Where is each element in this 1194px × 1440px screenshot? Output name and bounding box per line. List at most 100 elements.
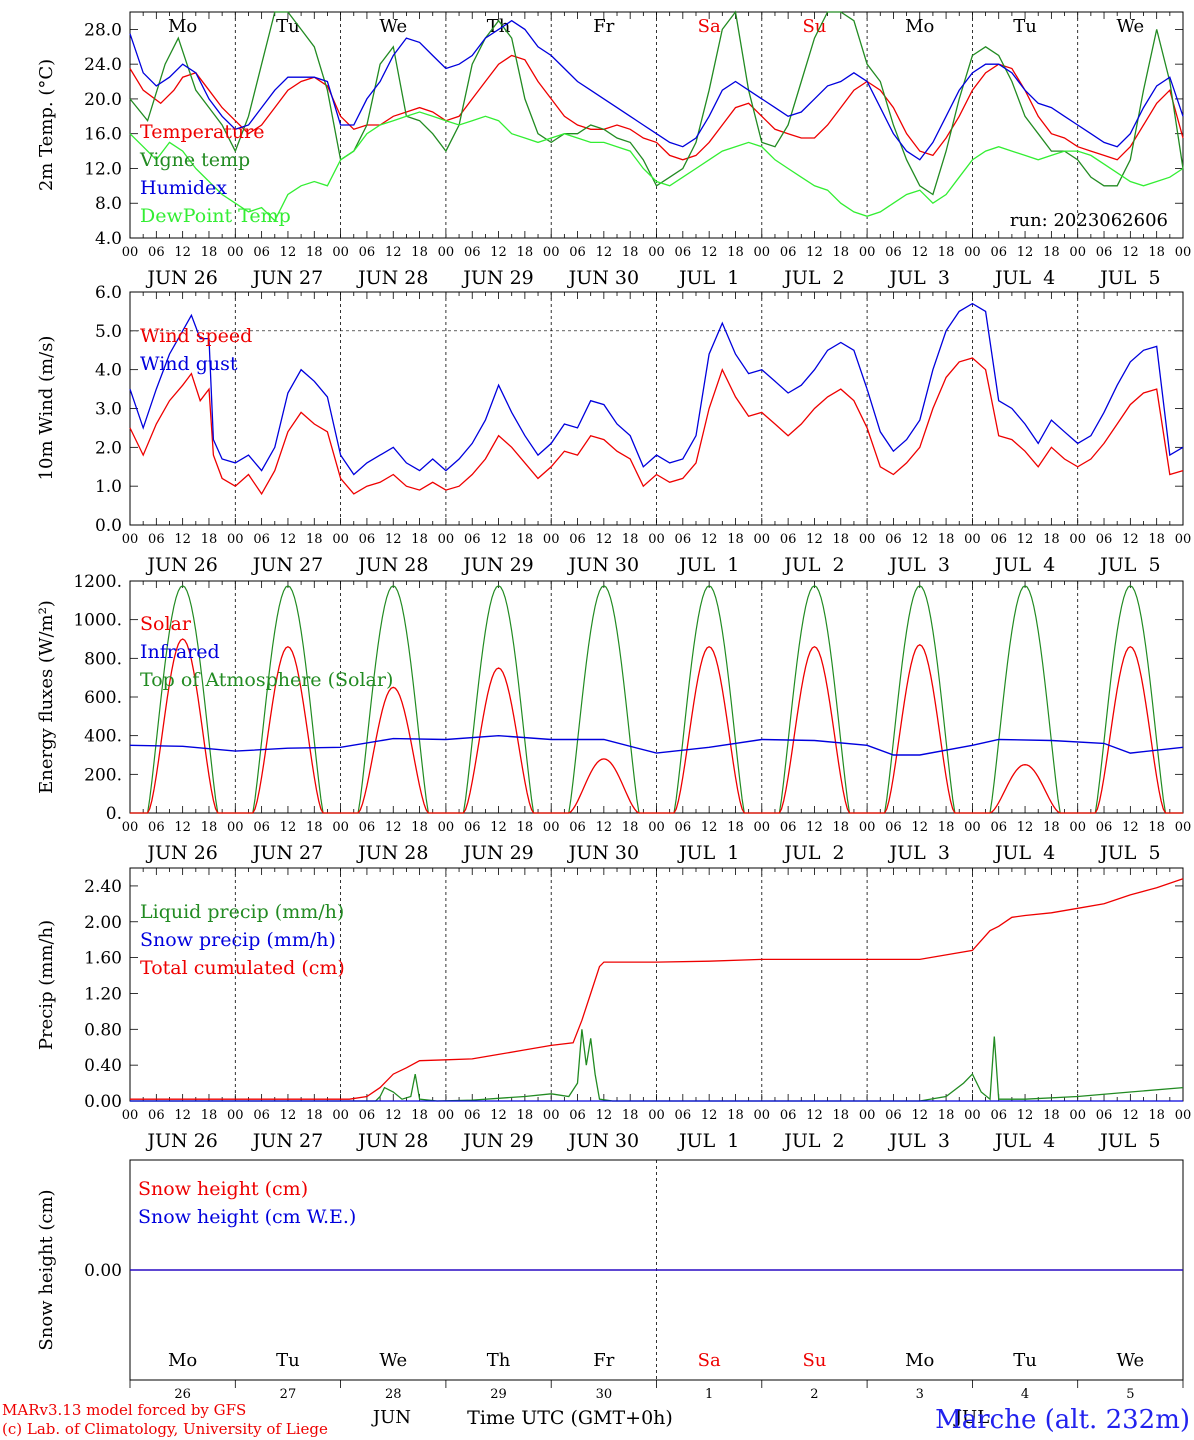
y-tick-label: 6.0	[95, 283, 122, 303]
hour-tick-label: 18	[1043, 820, 1060, 835]
hour-tick-label: 06	[885, 245, 902, 260]
series-line-dewpoint-temp	[129, 111, 1184, 222]
hour-tick-label: 18	[1148, 820, 1165, 835]
weekday-label: Mo	[905, 1350, 934, 1371]
hour-tick-label: 12	[596, 820, 613, 835]
day-number-label: 4	[1021, 1387, 1029, 1402]
hour-tick-label: 00	[1175, 532, 1192, 547]
date-label: JUN 30	[567, 554, 639, 576]
hour-tick-label: 00	[859, 245, 876, 260]
hour-tick-label: 06	[359, 532, 376, 547]
hour-tick-label: 12	[280, 532, 297, 547]
legend-entry: Liquid precip (mm/h)	[140, 901, 344, 923]
hour-tick-label: 12	[596, 1108, 613, 1123]
hour-tick-label: 06	[359, 820, 376, 835]
hour-tick-label: 18	[517, 820, 534, 835]
hour-tick-label: 00	[122, 532, 139, 547]
hour-tick-label: 00	[438, 820, 455, 835]
weekday-label: Su	[802, 1350, 826, 1371]
y-tick-label: 12.0	[84, 159, 122, 179]
hour-tick-label: 18	[306, 532, 323, 547]
weekday-label: Tu	[1013, 16, 1037, 37]
weekday-label: Mo	[168, 16, 197, 37]
hour-tick-label: 18	[727, 245, 744, 260]
hour-tick-label: 00	[1069, 1108, 1086, 1123]
hour-tick-label: 06	[253, 820, 270, 835]
hour-tick-label: 12	[490, 1108, 507, 1123]
series-line-wind-gust	[129, 302, 1184, 476]
y-tick-label: 2.00	[84, 913, 122, 933]
hour-tick-label: 06	[1096, 1108, 1113, 1123]
hour-tick-label: 00	[438, 1108, 455, 1123]
date-label: JUL 1	[677, 267, 739, 289]
y-tick-label: 24.0	[84, 55, 122, 75]
hour-tick-label: 12	[911, 532, 928, 547]
y-tick-label: 16.0	[84, 125, 122, 145]
hour-tick-label: 00	[1069, 532, 1086, 547]
run-annotation: run: 2023062606	[1010, 210, 1168, 231]
legend-entry: Snow precip (mm/h)	[140, 929, 336, 951]
hour-tick-label: 00	[1069, 245, 1086, 260]
hour-tick-label: 18	[1043, 1108, 1060, 1123]
hour-tick-label: 06	[464, 532, 481, 547]
date-label: JUN 27	[251, 842, 323, 864]
series-line-liquid-precip-mm-h-	[130, 1029, 1184, 1102]
y-tick-label: 0.00	[84, 1261, 122, 1281]
hour-tick-label: 18	[1043, 532, 1060, 547]
hour-tick-label: 18	[517, 1108, 534, 1123]
date-label: JUL 4	[993, 842, 1055, 864]
hour-tick-label: 00	[332, 1108, 349, 1123]
weekday-label: We	[1117, 1350, 1145, 1371]
hour-tick-label: 06	[253, 245, 270, 260]
weekday-label: Mo	[168, 1350, 197, 1371]
hour-tick-label: 18	[938, 1108, 955, 1123]
y-tick-label: 8.0	[95, 194, 122, 214]
weekday-label: Fr	[593, 16, 614, 37]
legend-entry: Total cumulated (cm)	[140, 957, 345, 979]
hour-tick-label: 00	[754, 820, 771, 835]
day-number-label: 29	[490, 1387, 507, 1402]
date-label: JUL 2	[782, 842, 844, 864]
hour-tick-label: 18	[833, 1108, 850, 1123]
hour-tick-label: 00	[332, 245, 349, 260]
hour-tick-label: 06	[1096, 820, 1113, 835]
hour-tick-label: 06	[464, 820, 481, 835]
weekday-label: Th	[487, 16, 511, 37]
station-name: Marche (alt. 232m)	[935, 1405, 1190, 1435]
y-tick-label: 0.0	[95, 516, 122, 536]
date-label: JUN 28	[356, 267, 428, 289]
hour-tick-label: 06	[359, 1108, 376, 1123]
day-number-label: 26	[174, 1387, 191, 1402]
date-label: JUN 26	[145, 842, 217, 864]
y-tick-label: 0.00	[84, 1092, 122, 1112]
series-line-infrared	[129, 734, 1184, 756]
date-label: JUL 5	[1098, 842, 1160, 864]
day-number-label: 1	[705, 1387, 713, 1402]
hour-tick-label: 00	[227, 532, 244, 547]
y-tick-label: 1.60	[84, 949, 122, 969]
month-label: JUL	[953, 1407, 989, 1428]
lab-credit: (c) Lab. of Climatology, University of L…	[2, 1420, 328, 1438]
hour-tick-label: 12	[280, 1108, 297, 1123]
date-label: JUL 4	[993, 267, 1055, 289]
hour-tick-label: 18	[622, 1108, 639, 1123]
y-axis-title: 2m Temp. (°C)	[36, 59, 57, 191]
legend-entry: Snow height (cm)	[138, 1178, 308, 1200]
hour-tick-label: 00	[438, 245, 455, 260]
hour-tick-label: 06	[990, 245, 1007, 260]
weekday-label: We	[1117, 16, 1145, 37]
hour-tick-label: 00	[859, 820, 876, 835]
hour-tick-label: 18	[1148, 245, 1165, 260]
date-label: JUN 28	[356, 554, 428, 576]
day-number-label: 27	[280, 1387, 297, 1402]
hour-tick-label: 18	[201, 245, 218, 260]
hour-tick-label: 06	[253, 532, 270, 547]
date-label: JUN 30	[567, 1130, 639, 1152]
hour-tick-label: 18	[411, 532, 428, 547]
y-axis-title: 10m Wind (m/s)	[36, 336, 57, 481]
hour-tick-label: 00	[964, 245, 981, 260]
hour-tick-label: 18	[201, 1108, 218, 1123]
y-tick-label: 3.0	[95, 400, 122, 420]
hour-tick-label: 00	[227, 820, 244, 835]
hour-tick-label: 18	[306, 245, 323, 260]
